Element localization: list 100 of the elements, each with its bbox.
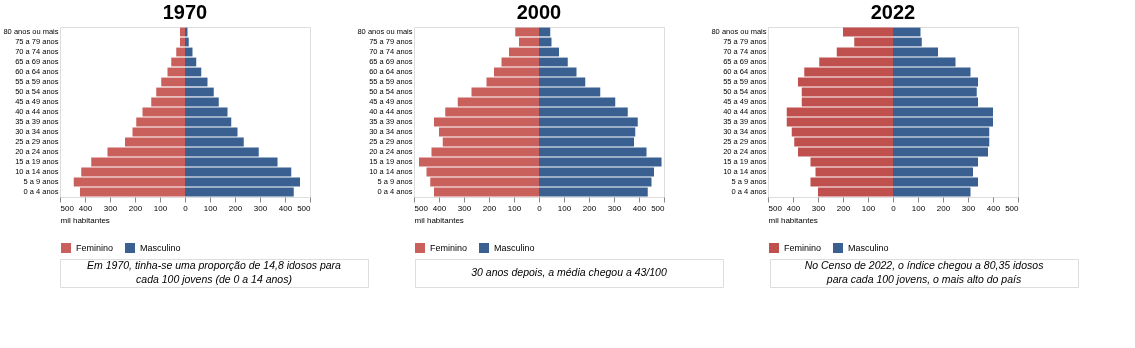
bar xyxy=(539,167,654,177)
bar xyxy=(185,67,202,77)
bar xyxy=(136,117,185,127)
bar xyxy=(893,187,971,197)
bar xyxy=(539,157,662,167)
bar xyxy=(142,107,185,117)
bar xyxy=(185,167,292,177)
x-tick-label: 200 xyxy=(582,203,597,213)
bar xyxy=(125,137,185,147)
bar xyxy=(486,77,539,87)
chart-title: 2022 xyxy=(870,1,916,23)
bar xyxy=(185,127,238,137)
bar xyxy=(515,27,539,37)
bar xyxy=(539,67,577,77)
chart-title: 1970 xyxy=(162,1,208,23)
bar xyxy=(185,27,188,37)
bar xyxy=(185,107,228,117)
bar xyxy=(798,147,893,157)
bar xyxy=(893,97,978,107)
bar xyxy=(539,87,601,97)
bar xyxy=(539,47,559,57)
legend-label: Feminino xyxy=(430,243,468,253)
bar xyxy=(185,37,189,47)
x-tick-label: 300 xyxy=(607,203,622,213)
bar xyxy=(539,117,638,127)
x-tick-label: 300 xyxy=(253,203,268,213)
bar xyxy=(185,87,214,97)
x-axis-title: mil habitantes xyxy=(414,215,464,225)
bar xyxy=(539,107,628,117)
bar xyxy=(893,107,993,117)
x-tick-label: 100 xyxy=(557,203,572,213)
bar xyxy=(185,177,300,187)
bar xyxy=(810,177,893,187)
text: Em 1970, tinha-se uma proporção de 14,8 idosos para cada 100 jovens (de 0 a 14 anos) xyxy=(87,259,342,285)
bar xyxy=(434,117,539,127)
legend-label: Masculino xyxy=(848,243,889,253)
bar xyxy=(893,47,938,57)
bar xyxy=(81,167,185,177)
x-axis-title: mil habitantes xyxy=(60,215,110,225)
bar xyxy=(419,157,539,167)
bar xyxy=(893,117,993,127)
bar xyxy=(786,107,893,117)
x-tick-label: 300 xyxy=(103,203,118,213)
bar xyxy=(80,187,185,197)
x-tick-label: 400 xyxy=(78,203,93,213)
bar xyxy=(539,97,616,107)
bar xyxy=(539,77,586,87)
bar xyxy=(893,37,922,47)
bar xyxy=(794,137,893,147)
bar xyxy=(893,67,971,77)
bar xyxy=(893,57,956,67)
bar xyxy=(185,47,193,57)
bar xyxy=(434,187,539,197)
bar xyxy=(430,177,539,187)
x-tick-label: 0 xyxy=(183,203,189,213)
x-tick-label: 300 xyxy=(811,203,826,213)
bar xyxy=(185,147,259,157)
bar xyxy=(539,187,648,197)
bar xyxy=(539,127,636,137)
legend-label: Masculino xyxy=(140,243,181,253)
x-tick-label: 200 xyxy=(128,203,143,213)
bar xyxy=(176,47,185,57)
bar xyxy=(893,87,977,97)
text: 30 anos depois, a média chegou a 43/100 xyxy=(471,266,667,278)
x-tick-label: 400 xyxy=(432,203,447,213)
x-tick-label: 100 xyxy=(153,203,168,213)
legend-label: Feminino xyxy=(76,243,114,253)
bar xyxy=(161,77,185,87)
bar xyxy=(539,177,652,187)
x-tick-label: 300 xyxy=(457,203,472,213)
x-tick-label: 400 xyxy=(986,203,1001,213)
bar xyxy=(151,97,185,107)
x-tick-label: 200 xyxy=(482,203,497,213)
bar xyxy=(171,57,185,67)
bar xyxy=(185,137,244,147)
bar xyxy=(132,127,185,137)
bar xyxy=(156,87,185,97)
bar xyxy=(786,117,893,127)
x-tick-label: 500 xyxy=(651,203,666,213)
bar xyxy=(426,167,539,177)
bar xyxy=(798,77,893,87)
text: No Censo de 2022, o índice chegou a 80,35 idosos para cada 100 jovens, o mais alto do país xyxy=(804,259,1045,285)
bar xyxy=(843,27,893,37)
bar xyxy=(815,167,893,177)
x-axis-title: mil habitantes xyxy=(768,215,818,225)
x-tick-label: 300 xyxy=(961,203,976,213)
x-tick-label: 400 xyxy=(632,203,647,213)
bar xyxy=(893,147,988,157)
bar xyxy=(180,27,185,37)
x-tick-label: 200 xyxy=(228,203,243,213)
x-tick-label: 500 xyxy=(1005,203,1020,213)
x-tick-label: 400 xyxy=(278,203,293,213)
bar xyxy=(893,157,978,167)
bar xyxy=(471,87,539,97)
bar xyxy=(893,137,990,147)
bar xyxy=(185,97,219,107)
bar xyxy=(539,147,647,157)
bar xyxy=(893,27,921,37)
bar xyxy=(442,137,539,147)
x-tick-label: 400 xyxy=(786,203,801,213)
